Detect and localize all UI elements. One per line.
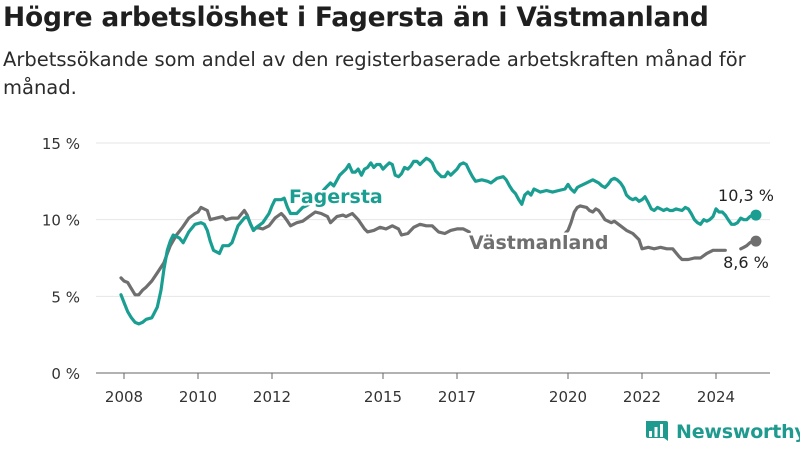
x-tick-label: 2017 (438, 388, 476, 406)
end-point-fagersta (750, 209, 762, 221)
x-tick-label: 2024 (697, 388, 735, 406)
series-lines (119, 156, 762, 326)
y-tick-label: 5 % (51, 288, 80, 306)
gridlines (96, 142, 770, 297)
x-tick-label: 2008 (105, 388, 143, 406)
x-tick-label: 2012 (253, 388, 291, 406)
end-label-vastmanland: 8,6 % (723, 253, 769, 272)
x-axis: 2008 2010 2012 2015 2017 2020 2022 2024 (96, 372, 770, 406)
end-label-fagersta: 10,3 % (718, 186, 774, 205)
brand-name: Newsworthy (676, 421, 800, 443)
series-line-vastmanland (119, 205, 471, 297)
x-tick-label: 2020 (549, 388, 587, 406)
end-point-vastmanland (750, 235, 762, 247)
series-label-vastmanland: Västmanland (469, 232, 609, 254)
series-line-vastmanland (563, 204, 727, 262)
end-label-fagersta-halo: 10,3 % (718, 186, 774, 205)
x-tick-label: 2010 (179, 388, 217, 406)
end-label-vastmanland-halo: 8,6 % (723, 253, 769, 272)
series-line-fagersta (119, 156, 758, 326)
y-tick-label: 10 % (42, 212, 80, 230)
chart-subtitle: Arbetssökande som andel av den registerb… (3, 48, 746, 99)
series-label-fagersta-halo: Fagersta (289, 186, 383, 208)
series-labels: FagerstaFagerstaVästmanlandVästmanland10… (287, 184, 777, 275)
bar-chart-logo-icon (646, 421, 668, 441)
series-label-fagersta: Fagersta (289, 186, 383, 208)
x-tick-label: 2022 (623, 388, 661, 406)
x-tick-label: 2015 (364, 388, 402, 406)
chart-title: Högre arbetslöshet i Fagersta än i Västm… (3, 2, 709, 33)
y-tick-label: 15 % (42, 135, 80, 153)
series-label-vastmanland-halo: Västmanland (469, 232, 609, 254)
y-tick-label: 0 % (51, 365, 80, 383)
y-axis-labels: 0 % 5 % 10 % 15 % (42, 135, 80, 383)
brand: Newsworthy (644, 419, 800, 445)
